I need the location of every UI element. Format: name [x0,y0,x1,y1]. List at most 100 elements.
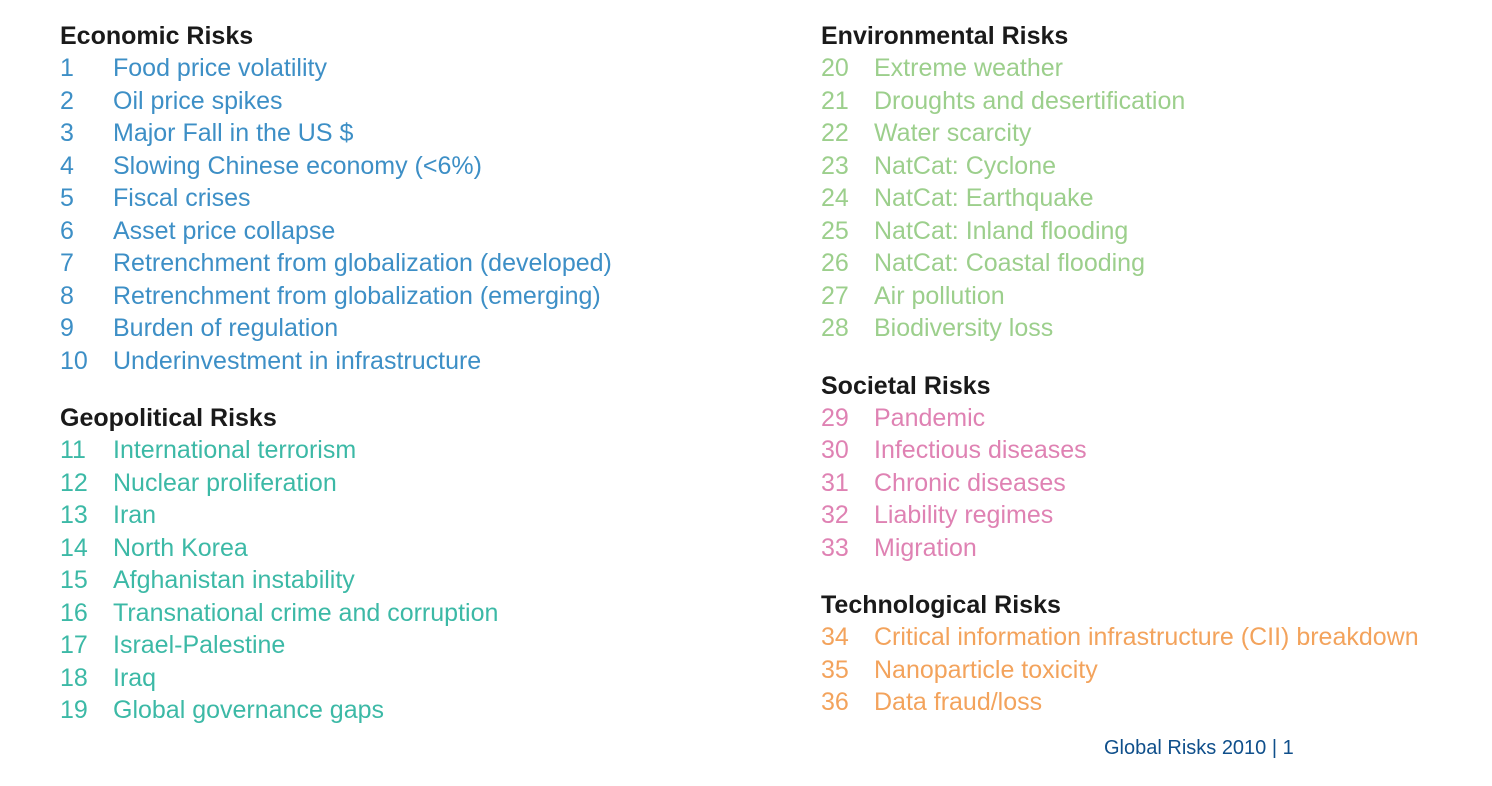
environmental-risks-heading: Environmental Risks [821,22,1069,50]
risk-number: 7 [60,249,74,277]
risk-number: 35 [821,655,849,684]
societal-risks-list: 29 Pandemic 30 Infectious diseases 31 Chron… [821,402,1481,565]
risk-number: 21 [821,86,849,115]
list-item: 10 Underinvestment in infrastructure [60,345,760,378]
risk-number: 13 [60,501,88,529]
risk-label: Israel-Palestine [113,631,286,659]
risk-number: 28 [821,314,849,342]
list-item: 35 Nanoparticle toxicity [821,654,1481,687]
risk-label: Slowing Chinese economy (<6%) [113,151,482,180]
risk-label: NatCat: Earthquake [874,184,1094,212]
risk-number: 24 [821,184,849,212]
risk-label: Oil price spikes [113,86,283,115]
economic-risks-heading: Economic Risks [60,22,254,50]
risk-number: 25 [821,216,849,245]
risk-number: 22 [821,119,849,147]
environmental-risks-list: 20 Extreme weather 21 Droughts and deserti… [821,52,1481,345]
list-item: 17 Israel-Palestine [60,629,760,662]
geopolitical-risks-section: Geopolitical Risks 11 International terro… [60,402,760,727]
technological-risks-section: Technological Risks 34 Critical informati… [821,589,1481,719]
list-item: 33 Migration [821,532,1481,565]
risk-label: Global governance gaps [113,696,385,724]
risk-label: Liability regimes [874,501,1054,529]
risk-number: 32 [821,501,849,529]
risk-number: 19 [60,696,88,724]
risk-label: Burden of regulation [113,314,339,342]
risk-number: 1 [60,54,74,82]
risk-number: 26 [821,249,849,277]
risk-label: Critical information infrastructure (CII… [874,623,1419,651]
risk-number: 10 [60,346,88,375]
economic-risks-section: Economic Risks 1 Food price volatility 2 O… [60,20,760,377]
risk-label: Biodiversity loss [874,314,1054,342]
list-item: 34 Critical information infrastructure (C… [821,621,1481,654]
list-item: 12 Nuclear proliferation [60,467,760,500]
risk-number: 8 [60,281,74,310]
risk-number: 9 [60,314,74,342]
risk-number: 12 [60,468,88,497]
risk-number: 3 [60,119,74,147]
list-item: 2 Oil price spikes [60,85,760,118]
list-item: 20 Extreme weather [821,52,1481,85]
list-item: 6 Asset price collapse [60,215,760,248]
risk-number: 15 [60,566,88,594]
risk-number: 6 [60,216,74,245]
risk-label: NatCat: Cyclone [874,151,1057,180]
risk-label: Transnational crime and corruption [113,598,499,627]
risk-label: North Korea [113,533,248,562]
left-column: Economic Risks 1 Food price volatility 2 O… [60,20,760,727]
list-item: 1 Food price volatility [60,52,760,85]
risk-label: Infectious diseases [874,436,1087,464]
risk-label: NatCat: Inland flooding [874,216,1129,245]
risk-label: Nuclear proliferation [113,468,337,497]
risk-number: 17 [60,631,88,659]
risk-label: Major Fall in the US $ [113,119,354,147]
risk-label: Droughts and desertification [874,86,1186,115]
risk-label: Asset price collapse [113,216,336,245]
list-item: 3 Major Fall in the US $ [60,117,760,150]
societal-risks-heading: Societal Risks [821,371,991,400]
list-item: 31 Chronic diseases [821,467,1481,500]
technological-risks-list: 34 Critical information infrastructure (C… [821,621,1481,719]
risk-label: Nanoparticle toxicity [874,655,1098,684]
geopolitical-risks-list: 11 International terrorism 12 Nuclear prol… [60,434,760,727]
risk-label: Water scarcity [874,119,1032,147]
societal-risks-section: Societal Risks 29 Pandemic 30 Infectious d… [821,370,1481,565]
list-item: 18 Iraq [60,662,760,695]
risk-label: Air pollution [874,281,1005,310]
page-footer: Global Risks 2010 | 1 [1104,737,1294,759]
risk-number: 36 [821,688,849,716]
list-item: 13 Iran [60,499,760,532]
risk-label: Fiscal crises [113,184,251,212]
list-item: 29 Pandemic [821,402,1481,435]
risk-label: Food price volatility [113,54,327,82]
list-item: 16 Transnational crime and corruption [60,597,760,630]
list-item: 28 Biodiversity loss [821,312,1481,345]
list-item: 11 International terrorism [60,434,760,467]
risk-label: Iran [113,501,157,529]
geopolitical-risks-heading: Geopolitical Risks [60,404,277,432]
risk-label: Underinvestment in infrastructure [113,346,482,375]
risk-number: 34 [821,623,849,651]
list-item: 21 Droughts and desertification [821,85,1481,118]
risk-number: 30 [821,436,849,464]
risk-label: Iraq [113,663,157,692]
risk-label: Chronic diseases [874,468,1066,497]
risk-number: 31 [821,468,849,497]
risk-number: 23 [821,151,849,180]
list-item: 26 NatCat: Coastal flooding [821,247,1481,280]
list-item: 23 NatCat: Cyclone [821,150,1481,183]
risk-number: 29 [821,403,849,432]
risk-label: Extreme weather [874,54,1063,82]
list-item: 5 Fiscal crises [60,182,760,215]
risk-label: Afghanistan instability [113,566,355,594]
list-item: 30 Infectious diseases [821,434,1481,467]
risk-number: 16 [60,598,88,627]
list-item: 9 Burden of regulation [60,312,760,345]
risk-number: 4 [60,151,74,180]
list-item: 22 Water scarcity [821,117,1481,150]
list-item: 19 Global governance gaps [60,694,760,727]
risk-number: 20 [821,54,849,82]
risk-label: Migration [874,533,977,562]
risk-label: Retrenchment from globalization (emergin… [113,281,601,310]
